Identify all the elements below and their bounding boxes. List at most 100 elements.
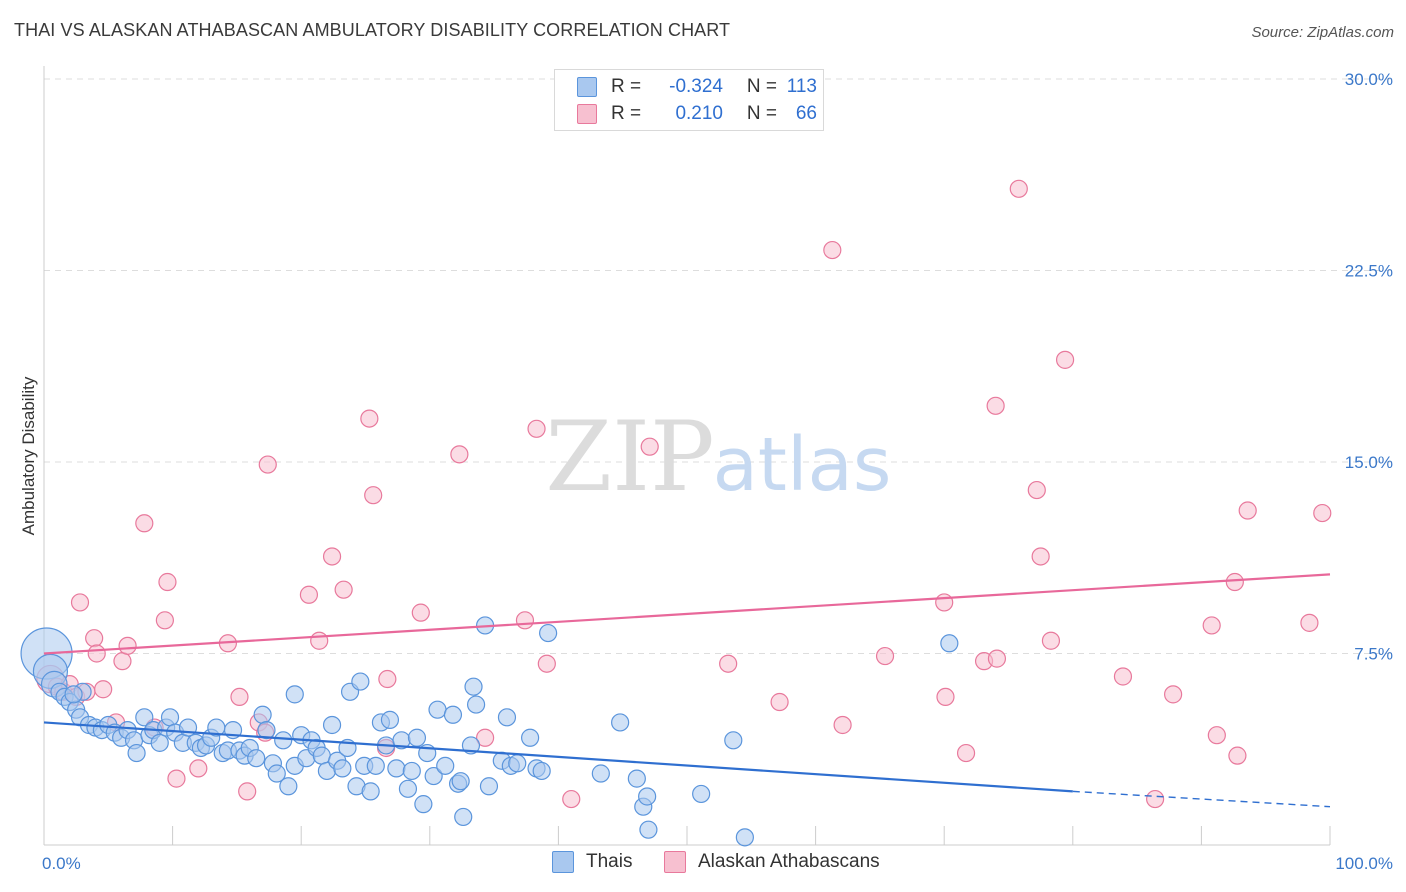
- point-alaskan-athabascans: [833, 715, 852, 735]
- point-thais: [322, 715, 342, 735]
- point-thais: [127, 743, 146, 763]
- series-thais-points: [20, 616, 959, 847]
- point-alaskan-athabascans: [85, 629, 104, 648]
- trend-line-thais: [43, 721, 1073, 793]
- point-alaskan-athabascans: [1041, 631, 1061, 650]
- point-alaskan-athabascans: [411, 603, 430, 622]
- y-tick-label: 22.5%: [1345, 262, 1393, 281]
- point-alaskan-athabascans: [562, 789, 581, 809]
- point-thais: [451, 772, 470, 791]
- correlation-legend: R = -0.324 N = 113 R = 0.210 N = 66: [554, 69, 824, 131]
- point-thais: [253, 705, 272, 724]
- point-thais: [940, 634, 959, 653]
- point-alaskan-athabascans: [935, 593, 954, 612]
- point-thais: [160, 708, 180, 727]
- point-thais: [443, 705, 463, 724]
- legend-row-alaskan-athabascans: R = 0.210 N = 66: [577, 101, 817, 127]
- point-alaskan-athabascans: [135, 514, 154, 533]
- y-tick-label: 30.0%: [1345, 70, 1393, 89]
- point-thais: [257, 720, 276, 740]
- point-alaskan-athabascans: [167, 769, 186, 788]
- point-alaskan-athabascans: [360, 409, 379, 428]
- point-alaskan-athabascans: [258, 455, 277, 474]
- chart-source: Source: ZipAtlas.com: [1251, 24, 1394, 41]
- point-thais: [692, 784, 711, 804]
- point-alaskan-athabascans: [1238, 501, 1257, 520]
- point-alaskan-athabascans: [87, 644, 106, 663]
- point-thais: [479, 777, 499, 796]
- point-thais: [466, 695, 486, 714]
- x-tick-label: 0.0%: [42, 854, 81, 873]
- point-thais: [436, 756, 455, 775]
- axes: [43, 66, 1331, 846]
- legend-swatch-thais: [552, 851, 574, 873]
- point-thais: [64, 685, 83, 704]
- point-alaskan-athabascans: [113, 652, 132, 671]
- point-alaskan-athabascans: [1146, 789, 1165, 809]
- point-thais: [135, 708, 154, 727]
- point-thais: [532, 761, 551, 781]
- legend-swatch-thais: [577, 77, 597, 97]
- point-thais: [497, 708, 517, 727]
- legend-item-thais[interactable]: Thais: [552, 851, 632, 873]
- legend-r-value: 0.210: [675, 103, 723, 124]
- legend-r-label: R =: [611, 76, 642, 97]
- point-thais: [402, 761, 421, 781]
- legend-n-label: N =: [746, 103, 777, 124]
- point-thais: [428, 700, 447, 719]
- point-alaskan-athabascans: [956, 743, 976, 763]
- point-alaskan-athabascans: [158, 572, 177, 592]
- grid-lines: [44, 78, 1392, 654]
- point-alaskan-athabascans: [719, 654, 738, 673]
- point-alaskan-athabascans: [1027, 480, 1046, 500]
- point-thais: [539, 623, 558, 643]
- point-alaskan-athabascans: [322, 547, 342, 566]
- point-thais: [611, 713, 630, 732]
- point-alaskan-athabascans: [334, 580, 353, 599]
- chart-title: THAI VS ALASKAN ATHABASCAN AMBULATORY DI…: [14, 20, 731, 40]
- point-thais: [414, 795, 433, 814]
- point-alaskan-athabascans: [364, 486, 383, 505]
- y-tick-label: 7.5%: [1354, 645, 1393, 664]
- point-thais: [521, 728, 540, 747]
- point-alaskan-athabascans: [378, 669, 397, 689]
- tick-labels: 7.5% 15.0% 22.5% 30.0% 0.0% 100.0%: [42, 70, 1393, 873]
- point-alaskan-athabascans: [537, 654, 556, 673]
- legend-r-label: R =: [611, 103, 642, 124]
- y-tick-label: 15.0%: [1345, 453, 1393, 472]
- point-thais: [591, 764, 610, 783]
- point-alaskan-athabascans: [189, 759, 208, 778]
- x-tick-label: 100.0%: [1335, 854, 1393, 873]
- point-thais: [407, 728, 427, 747]
- point-thais: [267, 764, 286, 783]
- point-alaskan-athabascans: [1164, 685, 1183, 704]
- legend-swatch-alaskan-athabascans: [577, 104, 597, 124]
- legend-n-label: N =: [746, 76, 777, 97]
- point-alaskan-athabascans: [875, 646, 895, 666]
- point-thais: [279, 777, 298, 796]
- point-alaskan-athabascans: [1202, 616, 1221, 635]
- legend-n-value: 113: [786, 76, 817, 97]
- point-thais: [366, 756, 385, 775]
- point-alaskan-athabascans: [1113, 667, 1133, 686]
- point-alaskan-athabascans: [475, 728, 495, 747]
- y-axis-label: Ambulatory Disability: [19, 376, 38, 535]
- point-thais: [274, 731, 293, 750]
- point-thais: [454, 807, 473, 827]
- watermark-zip: ZIP: [545, 401, 714, 513]
- point-thais: [351, 672, 370, 691]
- point-thais: [247, 749, 266, 768]
- point-thais: [424, 766, 443, 786]
- point-alaskan-athabascans: [1009, 179, 1028, 198]
- point-alaskan-athabascans: [936, 687, 955, 707]
- point-alaskan-athabascans: [823, 240, 842, 260]
- trend-line-thais-extension: [1072, 790, 1331, 808]
- point-thais: [638, 787, 657, 806]
- legend-row-thais: R = -0.324 N = 113: [577, 74, 817, 100]
- point-alaskan-athabascans: [70, 593, 90, 612]
- point-thais: [464, 677, 483, 696]
- point-alaskan-athabascans: [1225, 572, 1244, 592]
- point-thais: [285, 685, 304, 704]
- legend-item-alaskan-athabascans[interactable]: Alaskan Athabascans: [664, 851, 880, 873]
